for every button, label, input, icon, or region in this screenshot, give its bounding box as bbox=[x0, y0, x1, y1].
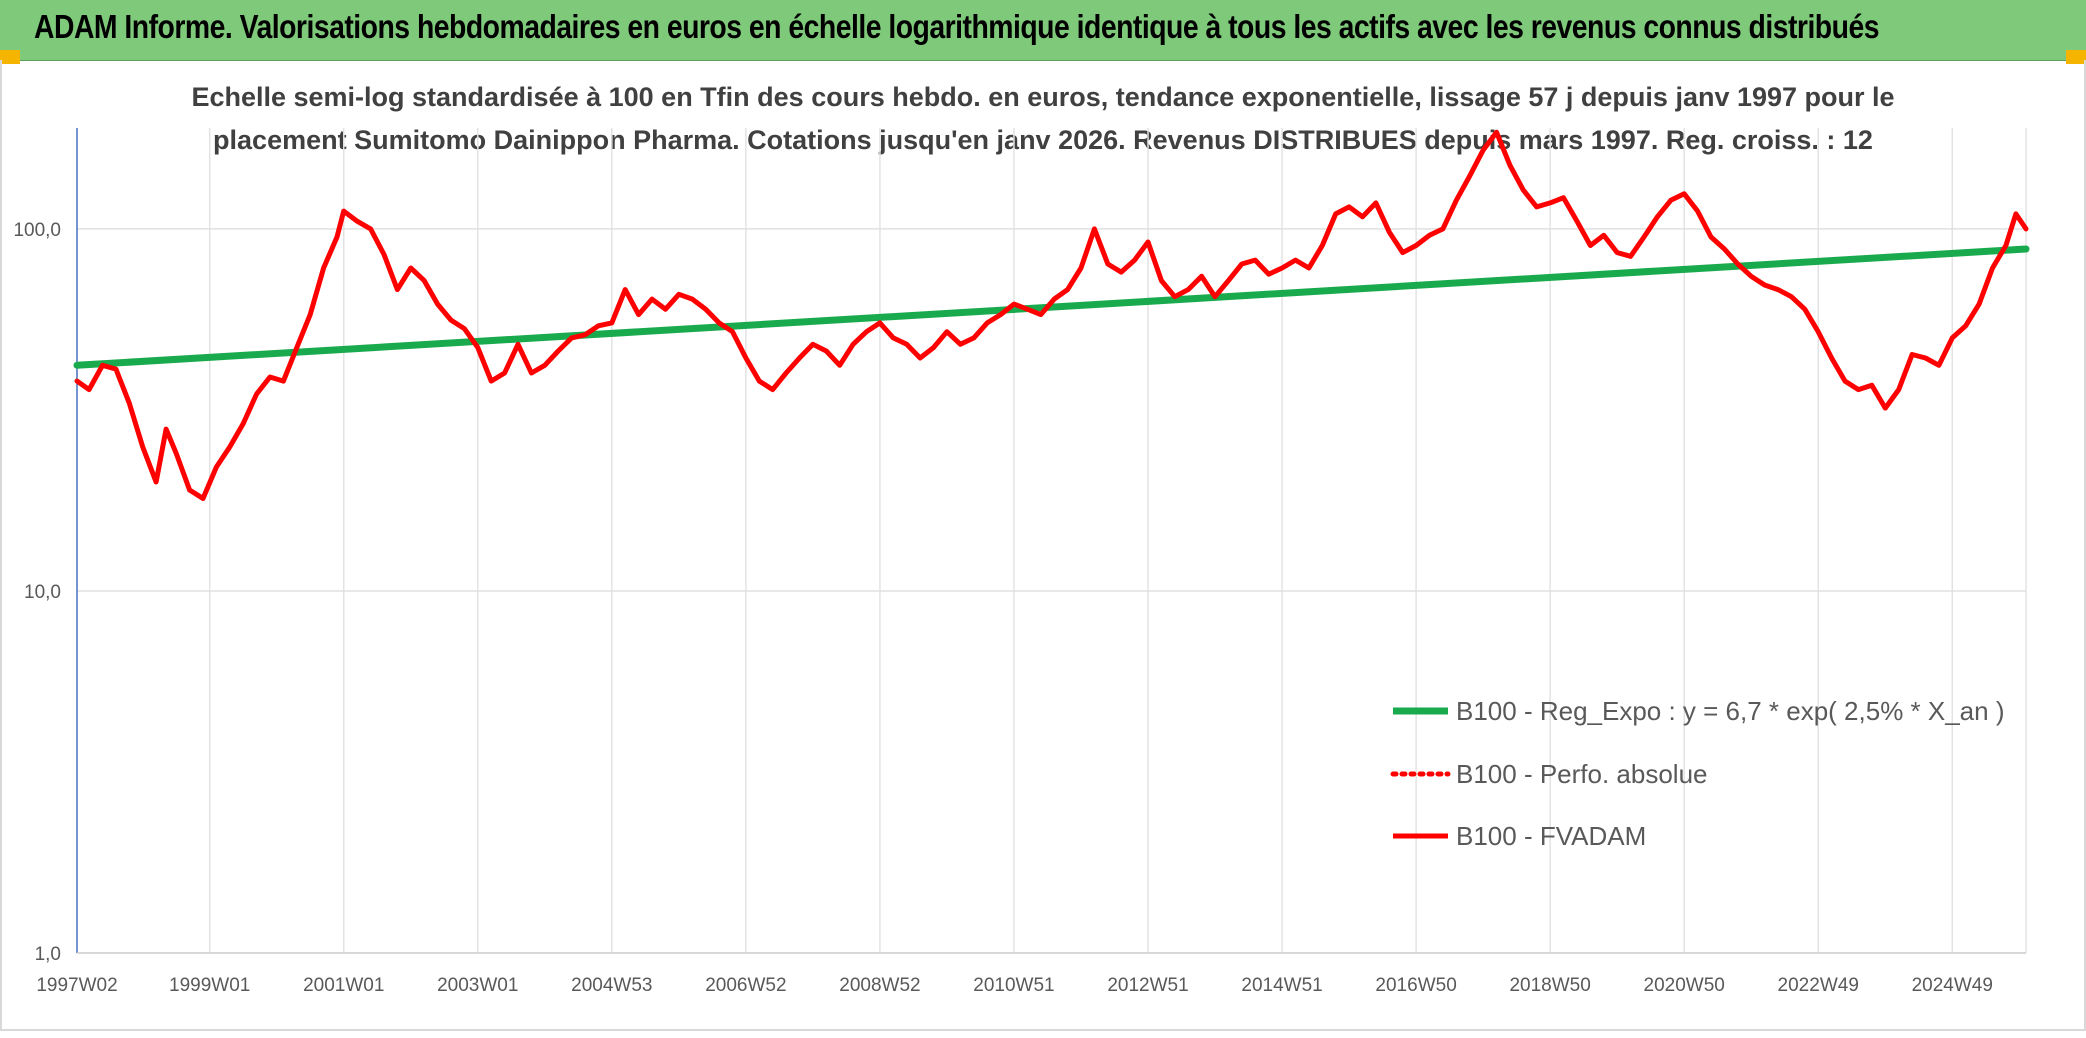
x-tick-label: 2006W52 bbox=[705, 975, 786, 996]
legend-label: B100 - Perfo. absolue bbox=[1456, 759, 1708, 789]
y-tick-label: 10,0 bbox=[24, 582, 61, 603]
x-tick-label: 2001W01 bbox=[303, 975, 384, 996]
tick-labels: 1,0 10,0 100,0 1997W02 1999W01 2001W01 2003W01… bbox=[13, 220, 1992, 996]
x-tick-label: 2010W51 bbox=[973, 975, 1054, 996]
report-title: ADAM Informe. Valorisations hebdomadaire… bbox=[34, 8, 1880, 45]
legend-entry-fvadam: B100 - FVADAM bbox=[1393, 821, 1646, 851]
x-tick-label: 2016W50 bbox=[1375, 975, 1456, 996]
y-tick-label: 100,0 bbox=[13, 220, 61, 241]
corner-marker-left bbox=[0, 50, 20, 64]
x-tick-label: 2014W51 bbox=[1241, 975, 1322, 996]
x-tick-label: 2022W49 bbox=[1778, 975, 1859, 996]
x-tick-label: 2020W50 bbox=[1644, 975, 1725, 996]
series-lines bbox=[73, 129, 2030, 501]
legend-entry-perfo-absolue: B100 - Perfo. absolue bbox=[1390, 759, 1708, 789]
chart-subtitle-line-2: placement Sumitomo Dainippon Pharma. Cot… bbox=[213, 125, 1873, 155]
legend-label: B100 - FVADAM bbox=[1456, 821, 1646, 851]
axes bbox=[76, 128, 2026, 954]
chart-subtitle-line-1: Echelle semi-log standardisée à 100 en T… bbox=[191, 82, 1894, 112]
chart-frame bbox=[0, 60, 2086, 1031]
legend-label: B100 - Reg_Expo : y = 6,7 * exp( 2,5% * … bbox=[1456, 696, 2005, 726]
y-tick-label: 1,0 bbox=[35, 944, 61, 965]
x-tick-label: 2004W53 bbox=[571, 975, 652, 996]
chart-area: Echelle semi-log standardisée à 100 en T… bbox=[0, 60, 2086, 1033]
legend-entry-reg-expo: B100 - Reg_Expo : y = 6,7 * exp( 2,5% * … bbox=[1393, 696, 2005, 726]
legend: B100 - Reg_Expo : y = 6,7 * exp( 2,5% * … bbox=[1390, 696, 2005, 851]
x-tick-label: 1997W02 bbox=[36, 975, 117, 996]
x-tick-label: 2012W51 bbox=[1107, 975, 1188, 996]
x-tick-label: 2003W01 bbox=[437, 975, 518, 996]
x-tick-label: 2024W49 bbox=[1912, 975, 1993, 996]
x-tick-label: 1999W01 bbox=[169, 975, 250, 996]
chart-svg: Echelle semi-log standardisée à 100 en T… bbox=[13, 82, 2030, 996]
report-header: ADAM Informe. Valorisations hebdomadaire… bbox=[0, 0, 2086, 61]
x-tick-label: 2018W50 bbox=[1509, 975, 1590, 996]
x-tick-label: 2008W52 bbox=[839, 975, 920, 996]
grid-lines bbox=[77, 128, 2027, 954]
series-line-fvadam bbox=[74, 129, 2029, 501]
corner-marker-right bbox=[2066, 50, 2086, 64]
series-line-reg-expo bbox=[73, 245, 2030, 369]
